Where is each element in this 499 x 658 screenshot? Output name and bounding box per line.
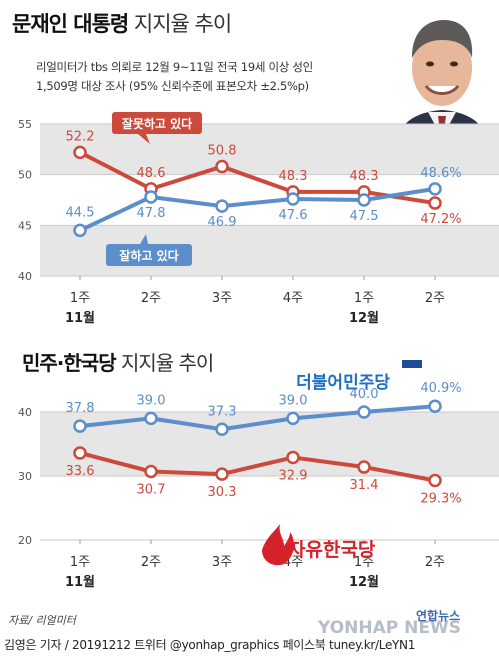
data-label: 47.6 xyxy=(279,208,308,223)
data-point xyxy=(73,145,87,160)
chart1-title: 문재인 대통령 지지율 추이 xyxy=(12,8,232,38)
source-note: 자료/ 리얼미터 xyxy=(8,614,76,627)
x-tick-label: 2주 xyxy=(141,291,161,306)
survey-description-line2: 1,509명 대상 조사 (95% 신뢰수준에 표본오차 ±2.5%p) xyxy=(36,79,309,93)
data-point xyxy=(428,399,442,413)
data-label: 32.9 xyxy=(279,468,308,483)
series-callout-label: 잘하고 있다 xyxy=(119,248,178,263)
series-callout-box xyxy=(112,112,202,134)
data-point xyxy=(357,193,371,207)
chart2-title: 민주·한국당 지지율 추이 xyxy=(22,347,214,376)
y-tick-label: 20 xyxy=(18,534,32,547)
x-tick-label: 3주 xyxy=(212,555,232,570)
x-tick-label: 1주 xyxy=(70,555,90,570)
data-label: 37.8 xyxy=(66,401,95,416)
month-label: 11월 xyxy=(65,310,95,326)
data-label: 52.2 xyxy=(66,129,95,144)
data-label: 48.6 xyxy=(137,166,166,181)
data-label: 47.8 xyxy=(137,206,166,221)
data-label: 39.0 xyxy=(279,393,308,408)
x-tick-label: 2주 xyxy=(141,555,161,570)
data-label: 30.3 xyxy=(208,485,237,500)
approval-chart: 40 45 50 55 1주 2주 3주 4주 1주 2주 11월 12월 52.2 48.6 50.8 48… xyxy=(18,112,499,326)
data-point xyxy=(144,464,158,479)
survey-description: 리얼미터가 tbs 의뢰로 12월 9~11일 전국 19세 이상 성인 1,5… xyxy=(36,58,313,96)
credit-footer: 김영은 기자 / 20191212 트위터 @yonhap_graphics 페… xyxy=(4,638,416,652)
data-label: 47.5 xyxy=(350,209,379,224)
x-tick-label: 1주 xyxy=(354,291,374,306)
data-point xyxy=(428,182,442,196)
series-callout-pointer xyxy=(140,234,148,244)
data-label: 40.9% xyxy=(420,381,461,396)
chart1-title-light: 지지율 추이 xyxy=(133,12,232,36)
data-label: 39.0 xyxy=(137,393,166,408)
data-point xyxy=(357,460,371,474)
month-label: 12월 xyxy=(349,310,379,326)
y-tick-label: 50 xyxy=(18,169,32,182)
y-tick-label: 40 xyxy=(18,270,32,283)
data-point xyxy=(215,467,229,481)
data-label: 47.2% xyxy=(420,212,461,227)
y-tick-label: 55 xyxy=(18,118,32,131)
data-point xyxy=(73,223,87,238)
data-point xyxy=(144,190,158,204)
data-label: 37.3 xyxy=(208,404,237,419)
series-line xyxy=(79,150,436,206)
x-tick-label: 2주 xyxy=(425,291,445,306)
liberty-korea-party-label: 자유한국당 xyxy=(288,539,376,561)
chart1-title-bold: 문재인 대통령 xyxy=(12,12,129,36)
series-callout-pointer xyxy=(138,134,150,144)
y-tick-label: 45 xyxy=(18,219,32,232)
series-callout-label: 잘못하고 있다 xyxy=(122,116,192,131)
x-tick-label: 4주 xyxy=(283,291,303,306)
data-point xyxy=(215,199,229,213)
data-label: 33.6 xyxy=(66,464,95,479)
democratic-party-label: 더불어민주당 xyxy=(296,373,390,393)
x-tick-label: 2주 xyxy=(425,555,445,570)
x-tick-label: 1주 xyxy=(354,555,374,570)
month-label: 11월 xyxy=(65,574,95,590)
watermark: YONHAP NEWS xyxy=(318,618,461,638)
y-tick-label: 30 xyxy=(18,470,32,483)
survey-description-line1: 리얼미터가 tbs 의뢰로 12월 9~11일 전국 19세 이상 성인 xyxy=(36,60,313,74)
data-label: 48.3 xyxy=(350,169,379,184)
series-line xyxy=(79,451,436,483)
liberty-korea-party-flame-icon xyxy=(262,524,294,566)
data-point xyxy=(286,411,300,426)
series-line xyxy=(79,404,436,432)
data-label: 31.4 xyxy=(350,478,379,493)
data-point xyxy=(357,405,371,419)
data-label: 50.8 xyxy=(208,144,237,159)
democratic-party-logo-icon xyxy=(402,360,422,368)
data-point xyxy=(215,422,229,437)
data-label: 30.7 xyxy=(137,483,166,498)
data-label: 40.0 xyxy=(350,387,379,402)
data-point xyxy=(286,192,300,206)
data-point xyxy=(73,446,87,460)
x-tick-label: 3주 xyxy=(212,291,232,306)
series-line xyxy=(79,186,436,233)
series-callout-box xyxy=(106,244,192,266)
x-tick-label: 1주 xyxy=(70,291,90,306)
data-label: 48.3 xyxy=(279,169,308,184)
month-label: 12월 xyxy=(349,574,379,590)
yonhap-logo: 연합뉴스 xyxy=(416,609,461,623)
data-point xyxy=(286,450,300,465)
chart2-title-light: 지지율 추이 xyxy=(120,351,214,375)
data-point xyxy=(215,159,229,174)
chart2-title-bold: 민주·한국당 xyxy=(22,351,117,375)
data-point xyxy=(428,196,442,210)
data-label: 48.6% xyxy=(420,166,461,181)
data-label: 46.9 xyxy=(208,215,237,230)
data-label: 44.5 xyxy=(66,205,95,220)
data-point xyxy=(73,419,87,433)
data-label: 29.3% xyxy=(420,491,461,506)
data-point xyxy=(144,411,158,426)
y-tick-label: 40 xyxy=(18,406,32,419)
data-point xyxy=(428,473,442,488)
